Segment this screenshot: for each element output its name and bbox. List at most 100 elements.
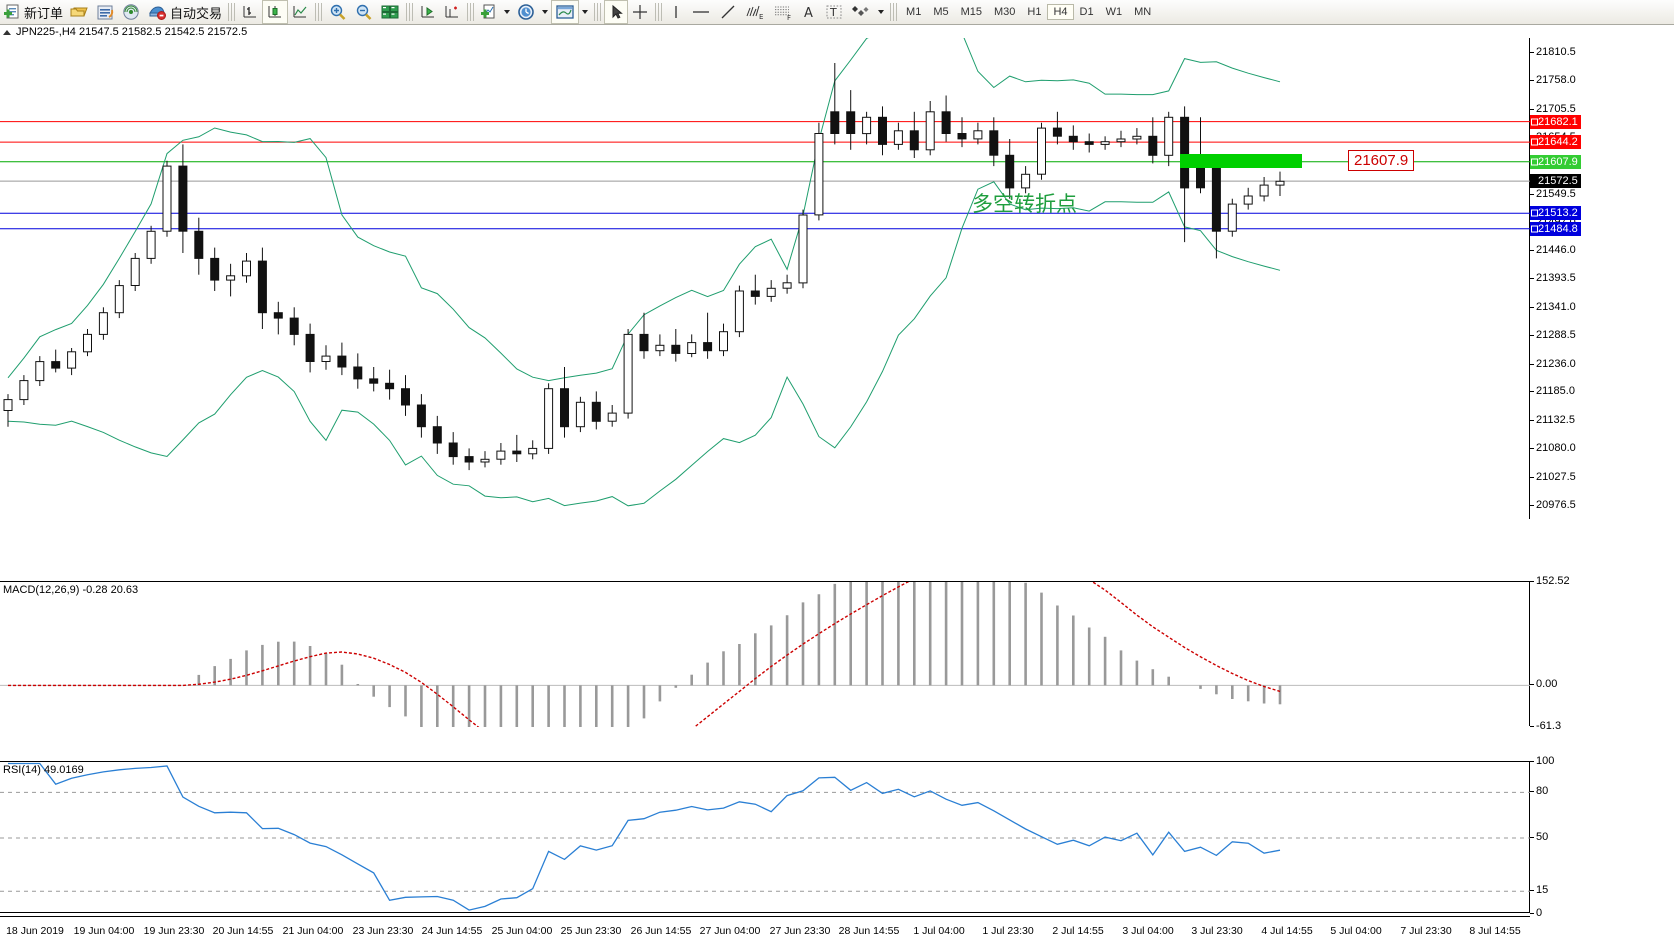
axis-tick-label: 20976.5 [1536,498,1576,511]
text-label-icon: T [824,3,844,21]
axis-tick-label: 50 [1536,831,1549,843]
time-axis[interactable]: 18 Jun 2019 19 Jun 04:00 19 Jun 23:30 20 Ju… [0,916,1530,944]
period-button[interactable] [513,1,539,23]
text-label-button[interactable]: T [821,1,847,23]
price-marker-handle[interactable] [1531,209,1538,217]
axis-tick [1530,476,1534,478]
symbol-info-bar: JPN225-,H4 21547.5 21582.5 21542.5 21572… [0,25,1674,39]
time-axis-label: 21 Jun 04:00 [282,925,344,937]
time-axis-label: 25 Jun 04:00 [491,925,553,937]
timeframe-m5[interactable]: M5 [933,6,949,18]
macd-label: MACD(12,26,9) -0.28 20.63 [3,584,139,596]
indicators-button[interactable] [477,1,501,23]
price-marker-label[interactable]: 21572.5 [1530,174,1581,189]
terminal-button[interactable] [92,1,118,23]
templates-dropdown-arrow[interactable] [582,10,589,14]
autotrading-button[interactable]: 自动交易 [144,1,225,23]
elliott-wave-button[interactable]: E [741,1,769,23]
crosshair-icon [631,3,649,21]
timeframe-m15[interactable]: M15 [960,6,982,18]
zoom-out-button[interactable] [351,1,377,23]
price-marker-label[interactable]: 21484.8 [1530,221,1581,236]
period-icon [516,3,536,21]
axis-tick-label: 21810.5 [1536,45,1576,58]
indicators-dropdown-arrow[interactable] [504,10,511,14]
rsi-axis[interactable]: 100 80 50 15 0 [1530,755,1674,919]
folder-button[interactable] [66,1,92,23]
cursor-button[interactable] [604,0,629,24]
period-dropdown-arrow[interactable] [542,10,549,14]
chart-shift-icon [443,3,461,21]
axis-tick-label: 21027.5 [1536,470,1576,483]
zoom-out-icon [354,3,374,21]
candlestick-chart-icon [266,3,284,21]
collapse-triangle-icon[interactable] [3,29,11,35]
zoom-in-button[interactable] [325,1,351,23]
price-chart-pane[interactable] [0,0,1530,519]
axis-tick [1530,108,1534,110]
time-axis-label: 28 Jun 14:55 [838,925,900,937]
timeframe-h1[interactable]: H1 [1027,6,1042,18]
rsi-pane[interactable] [0,761,1530,913]
crosshair-button[interactable] [628,1,652,23]
cursor-icon [608,3,624,21]
price-marker-handle[interactable] [1531,158,1538,166]
price-axis[interactable]: 21810.521758.021705.521654.521602.021549… [1530,38,1674,519]
time-axis-label: 7 Jul 23:30 [1400,925,1452,937]
new-order-label: 新订单 [24,6,64,22]
price-marker-label[interactable]: 21682.1 [1530,114,1581,129]
axis-tick [1530,761,1534,762]
axis-tick-label: 21080.0 [1536,442,1576,455]
time-axis-label: 23 Jun 23:30 [352,925,414,937]
axis-tick-label: 152.52 [1536,575,1570,587]
axis-tick [1530,791,1534,793]
vertical-line-button[interactable] [665,1,687,23]
axis-tick [1530,504,1534,506]
line-chart-button[interactable] [288,1,312,23]
axis-tick-label: 21132.5 [1536,413,1575,426]
macd-pane[interactable] [0,540,1530,787]
time-axis-label: 8 Jul 14:55 [1469,925,1521,937]
shapes-icon [850,3,872,21]
price-marker-handle[interactable] [1531,138,1538,146]
axis-tick-label: 21236.0 [1536,357,1576,370]
macd-axis[interactable]: 152.52 0.00 -61.3 [1530,575,1674,732]
shapes-button[interactable] [847,1,875,23]
axis-tick [1530,890,1534,892]
price-marker-handle[interactable] [1531,118,1538,126]
svg-text:E: E [759,13,763,21]
fibonacci-button[interactable]: F [769,1,797,23]
svg-text:A: A [804,6,813,21]
axis-tick [1530,391,1534,393]
timeframe-mn[interactable]: MN [1134,6,1152,18]
trendline-button[interactable] [715,1,741,23]
price-marker-handle[interactable] [1531,225,1538,233]
bar-chart-button[interactable] [238,1,262,23]
timeframe-d1[interactable]: D1 [1079,6,1094,18]
price-marker-label[interactable]: 21644.2 [1530,135,1581,150]
axis-tick-label: 21549.5 [1536,187,1576,200]
chart-shift-button[interactable] [440,1,464,23]
candlestick-chart-button[interactable] [262,0,289,24]
axis-tick [1530,80,1534,82]
horizontal-line-button[interactable] [687,1,715,23]
signal-button[interactable] [118,1,144,23]
axis-tick [1530,306,1534,308]
axis-tick [1530,684,1534,686]
price-marker-label[interactable]: 21607.9 [1530,154,1581,169]
tile-windows-button[interactable] [377,1,403,23]
new-order-button[interactable]: 新订单 [0,1,66,23]
auto-scroll-button[interactable] [416,1,440,23]
timeframe-h4[interactable]: H4 [1047,4,1074,20]
axis-tick-label: 21446.0 [1536,243,1576,256]
price-marker-label[interactable]: 21513.2 [1530,206,1581,221]
timeframe-m30[interactable]: M30 [994,6,1016,18]
zoom-in-icon [328,3,348,21]
timeframe-w1[interactable]: W1 [1105,6,1123,18]
fibonacci-icon: F [772,3,794,21]
timeframe-group: M1 M5 M15 M30 H1 H4 D1 W1 MN [900,4,1157,20]
shapes-dropdown-arrow[interactable] [878,10,885,14]
text-button[interactable]: A [797,1,821,23]
templates-button[interactable] [551,0,580,24]
timeframe-m1[interactable]: M1 [906,6,922,18]
